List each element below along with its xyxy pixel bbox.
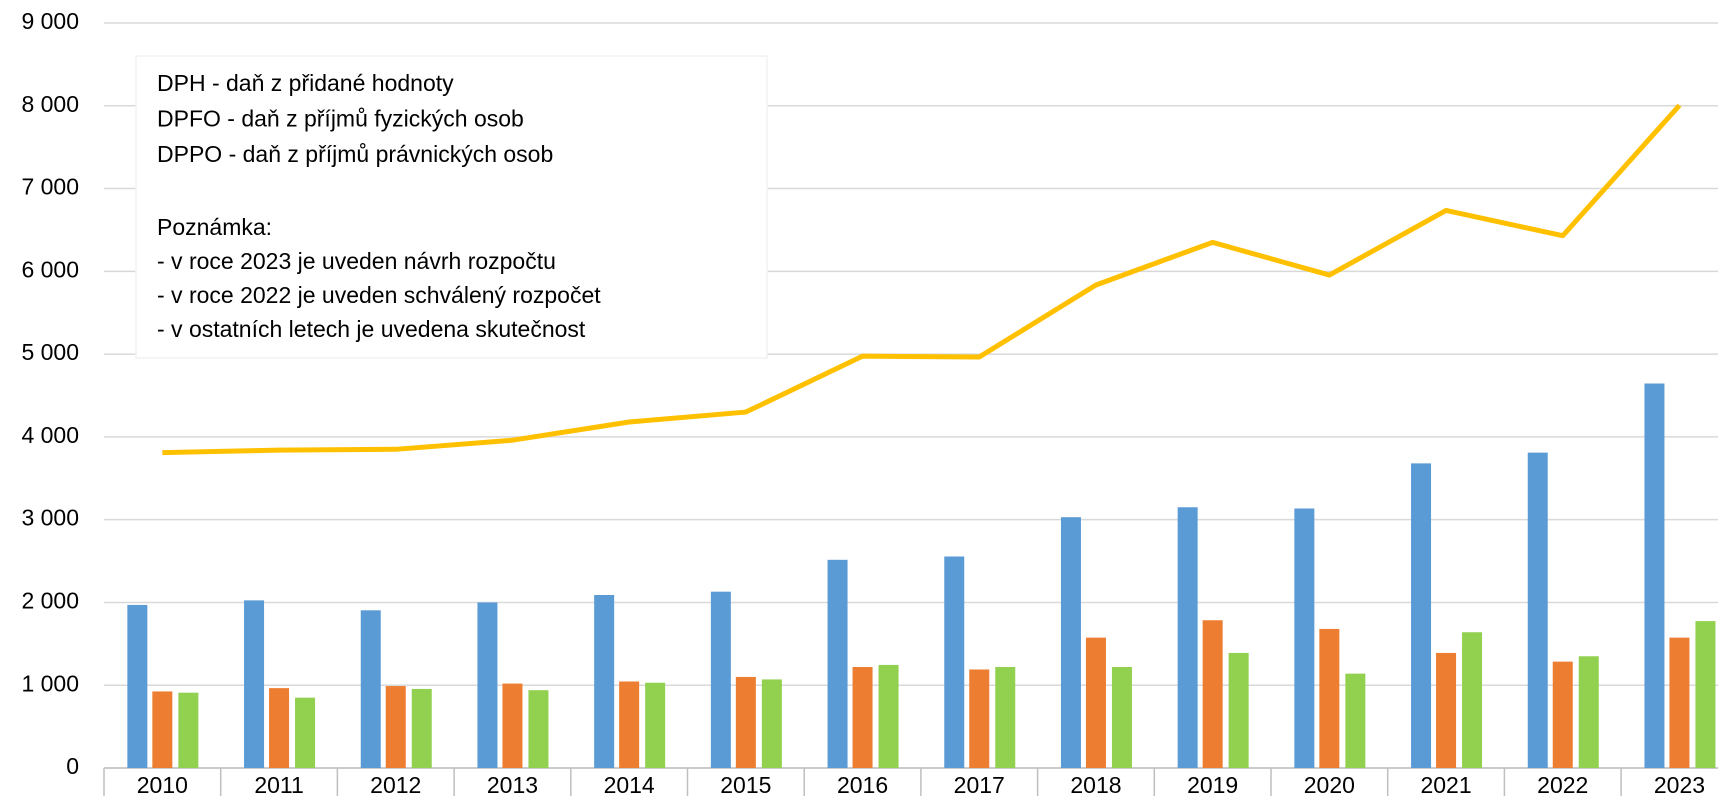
bar <box>1669 637 1690 768</box>
bar <box>1294 508 1315 768</box>
y-tick-label: 2 000 <box>21 588 79 614</box>
legend-box <box>135 55 768 359</box>
y-tick-label: 4 000 <box>21 422 79 448</box>
legend-entry: DPH - daň z přidané hodnoty <box>157 70 454 96</box>
bar <box>995 667 1016 768</box>
bar <box>1644 383 1665 768</box>
bar <box>1436 652 1457 768</box>
bar <box>295 697 316 768</box>
bar <box>411 688 432 768</box>
x-tick-label: 2021 <box>1420 772 1471 796</box>
bar <box>477 602 498 768</box>
annotation: - v ostatních letech je uvedena skutečno… <box>157 316 586 342</box>
bar <box>360 610 381 768</box>
x-tick-label: 2010 <box>137 772 188 796</box>
bar <box>269 688 290 768</box>
y-tick-label: 7 000 <box>21 174 79 200</box>
bar <box>645 682 666 768</box>
x-tick-label: 2011 <box>254 772 303 796</box>
bar <box>127 604 148 768</box>
bar <box>244 600 265 768</box>
bar <box>710 591 731 768</box>
bar <box>969 669 990 768</box>
bar <box>1345 673 1366 768</box>
y-tick-label: 6 000 <box>21 256 79 282</box>
bar <box>152 691 173 768</box>
bar <box>1695 621 1716 768</box>
x-tick-label: 2019 <box>1187 772 1238 796</box>
bar <box>178 692 199 768</box>
line <box>162 103 1682 456</box>
bar <box>1411 463 1432 768</box>
legend-entry: DPPO - daň z příjmů právnických osob <box>157 141 553 167</box>
bar <box>1060 517 1081 768</box>
annotation: Poznámka: <box>157 214 272 240</box>
bar <box>1202 620 1223 768</box>
bar <box>1228 652 1249 768</box>
bar <box>735 676 756 768</box>
bar <box>1552 661 1573 768</box>
bar <box>619 681 640 768</box>
x-tick-label: 2013 <box>487 772 538 796</box>
bar <box>502 683 523 768</box>
bar <box>594 594 615 768</box>
y-tick-label: 9 000 <box>21 8 79 34</box>
y-tick-label: 3 000 <box>21 505 79 531</box>
bar <box>528 690 549 768</box>
bar <box>385 686 406 768</box>
bar <box>1527 452 1548 768</box>
y-tick-label: 1 000 <box>21 670 79 696</box>
x-tick-label: 2015 <box>720 772 771 796</box>
bar <box>852 667 873 768</box>
x-tick-label: 2023 <box>1654 772 1705 796</box>
x-tick-label: 2017 <box>954 772 1005 796</box>
x-tick-label: 2014 <box>604 772 655 796</box>
y-tick-label: 0 <box>66 753 79 779</box>
x-tick-label: 2022 <box>1537 772 1588 796</box>
bar <box>1462 632 1483 768</box>
legend-entry: DPFO - daň z příjmů fyzických osob <box>157 106 524 132</box>
x-tick-label: 2018 <box>1070 772 1121 796</box>
bar <box>1085 637 1106 768</box>
x-tick-label: 2016 <box>837 772 888 796</box>
bar <box>1578 656 1599 768</box>
annotation: - v roce 2023 je uveden návrh rozpočtu <box>157 248 556 274</box>
x-tick-label: 2020 <box>1304 772 1355 796</box>
x-tick-label: 2012 <box>370 772 421 796</box>
bar <box>1111 667 1132 768</box>
bar <box>878 664 899 768</box>
bar <box>761 679 782 768</box>
bar <box>944 556 965 768</box>
y-tick-label: 8 000 <box>21 91 79 117</box>
bar <box>827 559 848 768</box>
annotation: - v roce 2022 je uveden schválený rozpoč… <box>157 282 601 308</box>
y-tick-label: 5 000 <box>21 339 79 365</box>
bar <box>1177 507 1198 768</box>
bar <box>1319 628 1340 768</box>
